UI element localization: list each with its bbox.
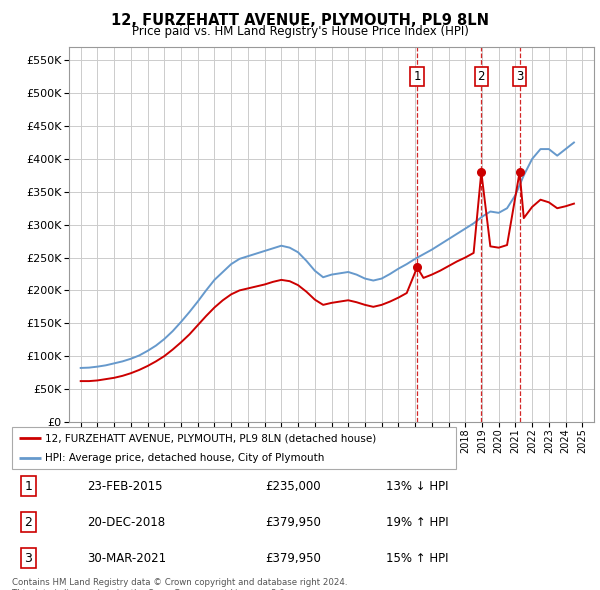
Text: 1: 1 [24,480,32,493]
Text: 15% ↑ HPI: 15% ↑ HPI [386,552,449,565]
Text: 19% ↑ HPI: 19% ↑ HPI [386,516,449,529]
Text: 23-FEB-2015: 23-FEB-2015 [87,480,163,493]
Text: 2: 2 [24,516,32,529]
Text: 3: 3 [516,70,523,83]
Text: 20-DEC-2018: 20-DEC-2018 [87,516,165,529]
Text: Contains HM Land Registry data © Crown copyright and database right 2024.
This d: Contains HM Land Registry data © Crown c… [12,578,347,590]
FancyBboxPatch shape [12,427,456,469]
Text: 1: 1 [413,70,421,83]
Text: £379,950: £379,950 [265,516,322,529]
Text: 3: 3 [24,552,32,565]
Text: HPI: Average price, detached house, City of Plymouth: HPI: Average price, detached house, City… [46,454,325,463]
Text: 13% ↓ HPI: 13% ↓ HPI [386,480,449,493]
Text: Price paid vs. HM Land Registry's House Price Index (HPI): Price paid vs. HM Land Registry's House … [131,25,469,38]
Text: £379,950: £379,950 [265,552,322,565]
Text: 12, FURZEHATT AVENUE, PLYMOUTH, PL9 8LN: 12, FURZEHATT AVENUE, PLYMOUTH, PL9 8LN [111,13,489,28]
Text: 30-MAR-2021: 30-MAR-2021 [87,552,166,565]
Text: 12, FURZEHATT AVENUE, PLYMOUTH, PL9 8LN (detached house): 12, FURZEHATT AVENUE, PLYMOUTH, PL9 8LN … [46,434,377,444]
Text: £235,000: £235,000 [265,480,321,493]
Text: 2: 2 [478,70,485,83]
